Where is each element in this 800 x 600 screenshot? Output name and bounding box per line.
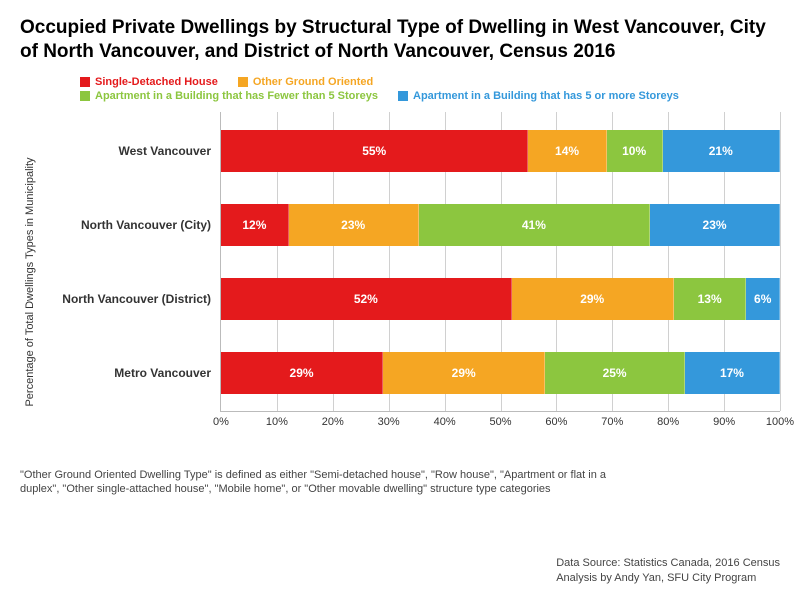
bar-segment: 41% — [419, 204, 651, 246]
legend: Single-Detached House Other Ground Orient… — [80, 76, 780, 104]
bar-segment: 14% — [528, 130, 606, 172]
legend-swatch — [80, 91, 90, 101]
bar-segment: 13% — [674, 278, 747, 320]
bar-segment: 52% — [221, 278, 512, 320]
x-tick-label: 40% — [434, 411, 456, 428]
bar-row: North Vancouver (City)12%23%41%23% — [221, 204, 780, 246]
legend-item: Apartment in a Building that has Fewer t… — [80, 90, 378, 102]
x-tick-label: 0% — [213, 411, 229, 428]
x-tick-label: 100% — [766, 411, 794, 428]
source-line-1: Data Source: Statistics Canada, 2016 Cen… — [556, 556, 780, 571]
x-tick-label: 60% — [545, 411, 567, 428]
data-source: Data Source: Statistics Canada, 2016 Cen… — [556, 556, 780, 586]
x-tick-label: 70% — [601, 411, 623, 428]
chart-title: Occupied Private Dwellings by Structural… — [20, 16, 780, 64]
category-label: West Vancouver — [119, 130, 221, 172]
x-tick-label: 20% — [322, 411, 344, 428]
bar-segment: 29% — [383, 352, 545, 394]
bar-segment: 23% — [650, 204, 780, 246]
legend-label: Other Ground Oriented — [253, 76, 373, 88]
bar-segment: 17% — [685, 352, 780, 394]
legend-label: Apartment in a Building that has 5 or mo… — [413, 90, 679, 102]
x-tick-label: 90% — [713, 411, 735, 428]
bar-segment: 55% — [221, 130, 528, 172]
category-label: North Vancouver (City) — [81, 204, 221, 246]
category-label: Metro Vancouver — [114, 352, 221, 394]
plot-area: 0%10%20%30%40%50%60%70%80%90%100%West Va… — [220, 112, 780, 412]
bar-segment: 29% — [221, 352, 383, 394]
legend-label: Apartment in a Building that has Fewer t… — [95, 90, 378, 102]
x-tick-label: 30% — [378, 411, 400, 428]
bar-row: West Vancouver55%14%10%21% — [221, 130, 780, 172]
category-label: North Vancouver (District) — [62, 278, 221, 320]
bar-segment: 6% — [746, 278, 780, 320]
bar-segment: 12% — [221, 204, 289, 246]
bar-segment: 29% — [512, 278, 674, 320]
bar-row: North Vancouver (District)52%29%13%6% — [221, 278, 780, 320]
x-tick-label: 50% — [489, 411, 511, 428]
bar-row: Metro Vancouver29%29%25%17% — [221, 352, 780, 394]
chart-area: Percentage of Total Dwellings Types in M… — [60, 112, 780, 452]
legend-item: Apartment in a Building that has 5 or mo… — [398, 90, 679, 102]
legend-item: Other Ground Oriented — [238, 76, 373, 88]
gridline — [780, 112, 781, 411]
source-line-2: Analysis by Andy Yan, SFU City Program — [556, 571, 780, 586]
bar-segment: 23% — [289, 204, 419, 246]
legend-label: Single-Detached House — [95, 76, 218, 88]
footnote: "Other Ground Oriented Dwelling Type" is… — [20, 468, 620, 498]
legend-swatch — [238, 77, 248, 87]
bar-segment: 10% — [607, 130, 663, 172]
legend-swatch — [80, 77, 90, 87]
x-tick-label: 10% — [266, 411, 288, 428]
bar-segment: 25% — [545, 352, 685, 394]
x-tick-label: 80% — [657, 411, 679, 428]
legend-item: Single-Detached House — [80, 76, 218, 88]
legend-swatch — [398, 91, 408, 101]
y-axis-label: Percentage of Total Dwellings Types in M… — [24, 157, 36, 406]
bar-segment: 21% — [663, 130, 780, 172]
